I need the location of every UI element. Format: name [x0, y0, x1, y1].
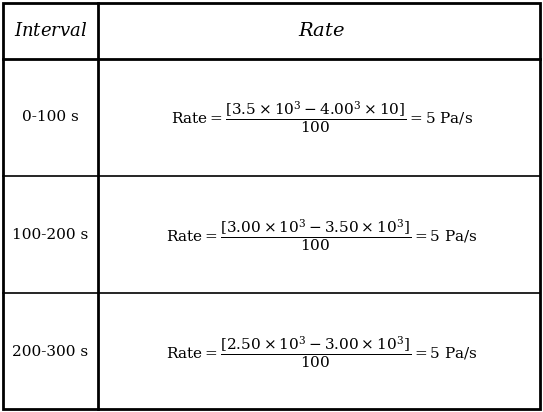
Text: 100-200 s: 100-200 s — [12, 228, 89, 242]
Text: 200-300 s: 200-300 s — [12, 345, 89, 359]
Text: $\mathrm{Rate} = \dfrac{[3.00 \times 10^{3} - 3.50 \times 10^{3}]}{100} = 5\ \ma: $\mathrm{Rate} = \dfrac{[3.00 \times 10^… — [166, 217, 478, 253]
Text: $\mathrm{Rate} = \dfrac{[2.50 \times 10^{3} - 3.00 \times 10^{3}]}{100} = 5\ \ma: $\mathrm{Rate} = \dfrac{[2.50 \times 10^… — [166, 334, 478, 370]
Text: $\mathit{Rate}$: $\mathit{Rate}$ — [299, 22, 345, 40]
Text: $\mathit{Interval}$: $\mathit{Interval}$ — [14, 22, 87, 40]
Text: $\mathrm{Rate} = \dfrac{[3.5 \times 10^{3} - 4.00^{3} \times 10]}{100} = 5\ \mat: $\mathrm{Rate} = \dfrac{[3.5 \times 10^{… — [171, 99, 473, 135]
Text: 0-100 s: 0-100 s — [22, 110, 79, 124]
